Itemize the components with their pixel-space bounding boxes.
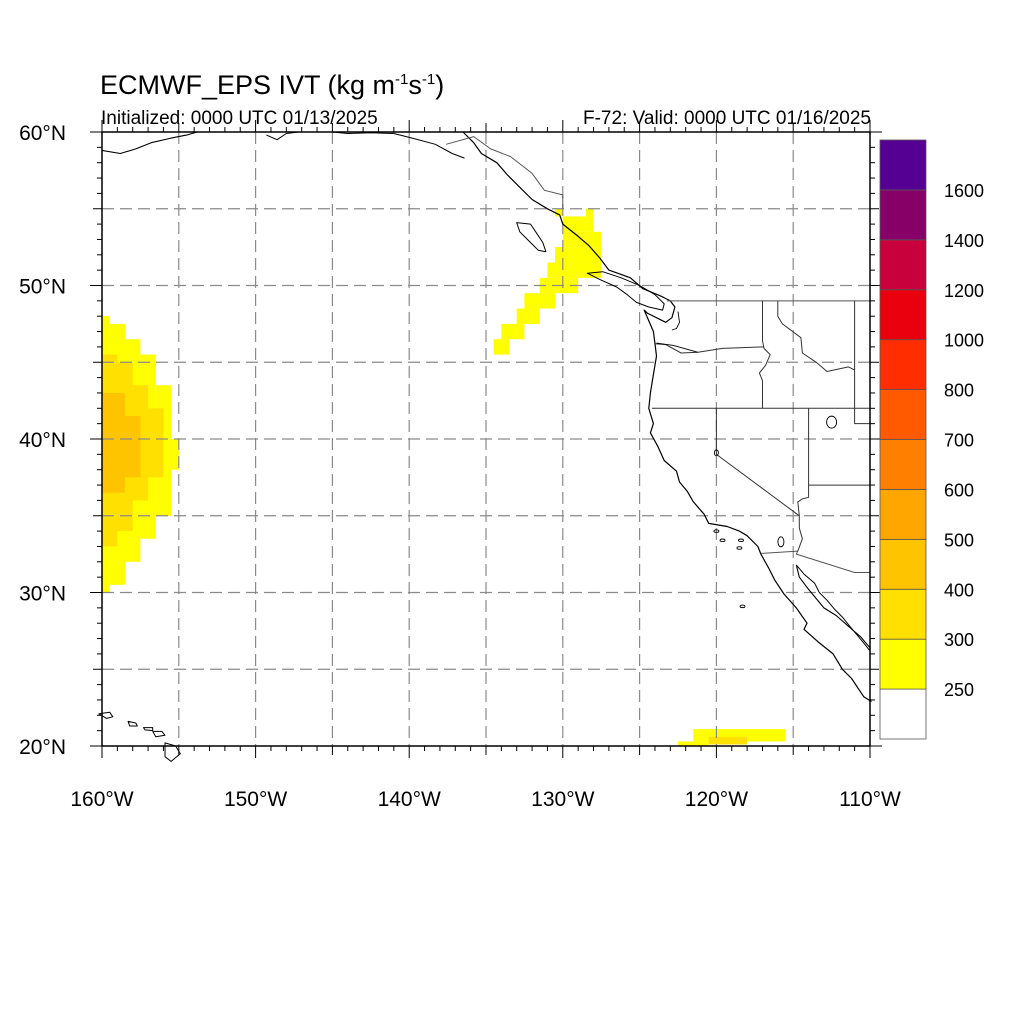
ivt-cell — [493, 339, 510, 355]
alaska-peninsula-coast — [101, 131, 198, 155]
colorbar-label: 1000 — [944, 331, 984, 351]
gulf-of-alaska-coast — [332, 131, 465, 159]
small-island — [738, 538, 744, 543]
colorbar-label: 300 — [944, 630, 974, 650]
haida-gwaii — [516, 222, 547, 253]
kenai-coast — [266, 131, 299, 141]
ivt-cell — [501, 323, 525, 340]
longitude-tick-label: 130°W — [531, 788, 594, 811]
longitude-tick-label: 150°W — [224, 788, 287, 811]
idaho-montana-border — [777, 300, 856, 372]
colorbar-label: 800 — [944, 381, 974, 401]
colorbar-swatch — [879, 139, 927, 191]
valid-time-subtitle: F-72: Valid: 0000 UTC 01/16/2025 — [583, 108, 871, 129]
colorbar-swatch — [879, 189, 927, 241]
ivt-cell — [102, 392, 126, 493]
colorbar-label: 1400 — [944, 231, 984, 251]
coastlines-and-borders — [98, 131, 872, 762]
small-island — [719, 538, 726, 543]
colorbar-label: 1200 — [944, 281, 984, 301]
ivt-cell — [708, 736, 748, 745]
vancouver-island — [586, 271, 665, 311]
latitude-labels: 60°N 50°N 40°N 30°N 20°N — [19, 122, 66, 759]
ivt-cell — [524, 293, 556, 309]
ca-nv-border — [715, 408, 803, 552]
colorbar-label: 600 — [944, 480, 974, 500]
kauai-island — [98, 711, 114, 719]
small-island — [739, 604, 746, 609]
ivt-shading — [102, 208, 786, 746]
ivt-cell — [585, 208, 594, 232]
ivt-cell — [148, 408, 164, 478]
colorbar-swatch — [879, 389, 927, 440]
latitude-tick-label: 40°N — [19, 429, 66, 452]
ivt-cell — [562, 216, 586, 232]
colorbar-swatch — [879, 538, 927, 590]
latitude-tick-label: 30°N — [19, 583, 66, 606]
oahu-island — [127, 720, 138, 727]
ivt-cell — [125, 415, 141, 478]
init-time-subtitle: Initialized: 0000 UTC 01/13/2025 — [101, 108, 378, 129]
colorbar-swatch — [879, 588, 927, 640]
colorbar-label: 250 — [944, 680, 974, 700]
alaska-bc-border — [445, 136, 564, 209]
small-island — [713, 529, 720, 533]
colorbar-label: 700 — [944, 431, 974, 451]
lat-lon-gridlines — [102, 132, 870, 746]
chart-title: ECMWF_EPS IVT (kg m-1s-1) — [100, 70, 445, 100]
longitude-tick-label: 120°W — [685, 788, 748, 811]
colorbar-swatch — [879, 638, 927, 690]
columbia-river — [656, 342, 699, 353]
colorbar-swatch — [879, 339, 927, 390]
ivt-cell — [678, 741, 709, 746]
molokai-island — [143, 727, 154, 732]
longitude-tick-label: 160°W — [70, 788, 133, 811]
ivt-cell — [555, 247, 602, 263]
colorbar-swatch — [879, 239, 927, 291]
ivt-cell — [171, 439, 179, 470]
map-frame — [101, 131, 871, 747]
colorbar-swatch — [879, 439, 927, 490]
longitude-labels: 160°W 150°W 140°W 130°W 120°W 110°W — [70, 788, 901, 811]
ivt-cell — [547, 262, 602, 278]
colorbar-swatch — [879, 489, 927, 540]
axis-ticks — [90, 120, 882, 758]
latitude-tick-label: 60°N — [19, 122, 66, 145]
colorbar-swatch — [879, 688, 927, 740]
wyoming-border — [854, 369, 870, 425]
puget-sound — [671, 311, 680, 331]
gulf-inner-coast — [795, 564, 871, 652]
lake-tahoe — [713, 449, 719, 457]
ivt-cell — [555, 208, 563, 217]
colorbar-label: 1600 — [944, 181, 984, 201]
small-island — [736, 546, 743, 550]
colorbar-swatch — [879, 289, 927, 341]
idaho-west-border — [758, 300, 771, 409]
gulf-of-california-coast — [795, 564, 871, 657]
great-salt-lake — [826, 415, 838, 429]
colorbar-label: 500 — [944, 530, 974, 550]
ivt-cell — [516, 308, 540, 324]
nv-ut-az-border — [797, 408, 810, 516]
latitude-tick-label: 20°N — [19, 736, 66, 759]
colorbar-label: 400 — [944, 580, 974, 600]
maui-island — [152, 730, 166, 738]
colorbar: 250 300 400 500 600 700 800 1000 1200 1400 1600 — [879, 139, 984, 740]
us-mexico-border — [760, 550, 870, 573]
salton-sea — [777, 536, 785, 548]
longitude-tick-label: 140°W — [378, 788, 441, 811]
latitude-tick-label: 50°N — [19, 276, 66, 299]
west-coastline — [462, 131, 872, 703]
longitude-tick-label: 110°W — [839, 788, 901, 811]
